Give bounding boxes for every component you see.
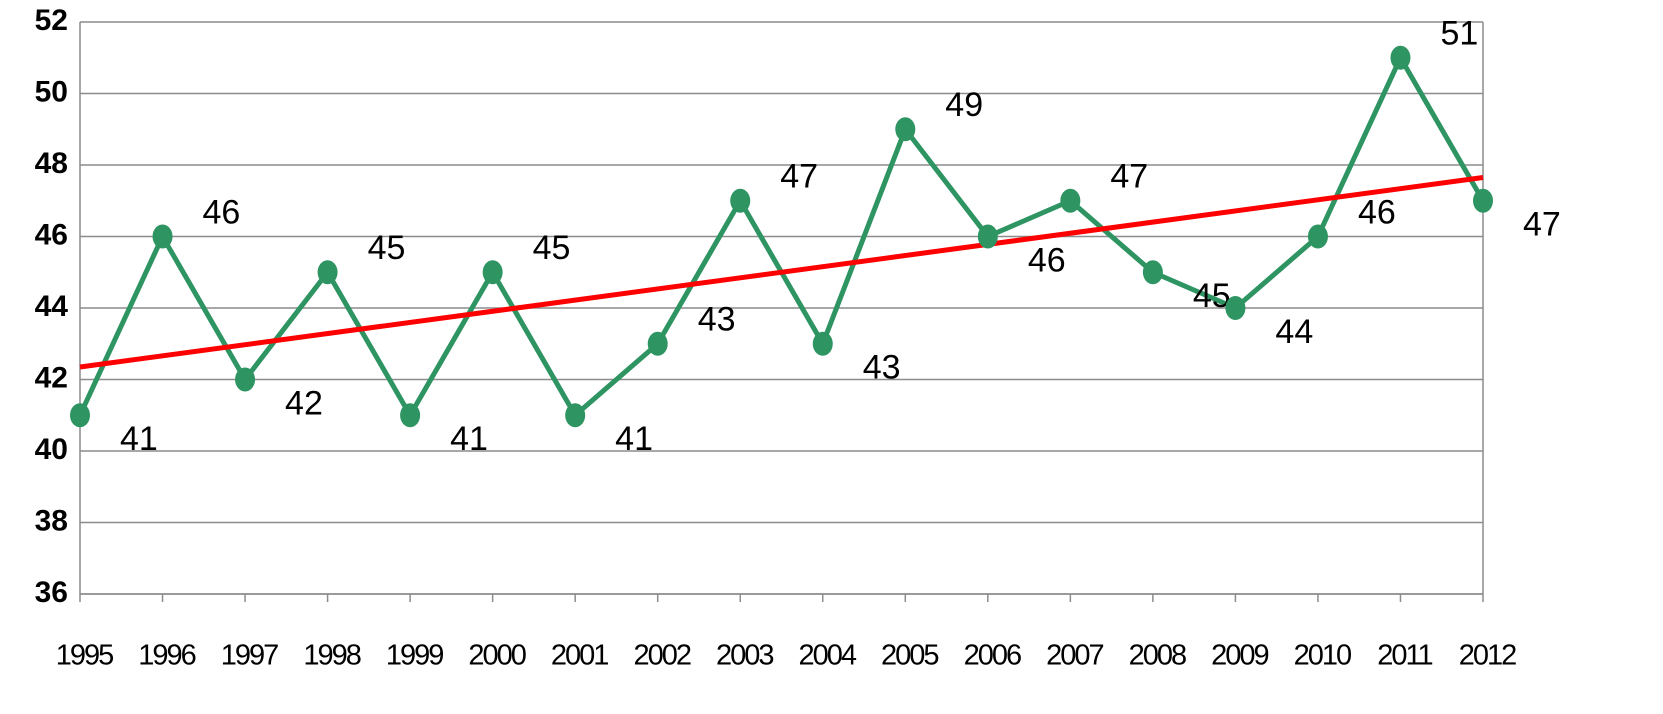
x-tick-label: 1997	[221, 640, 278, 672]
data-label: 46	[203, 193, 241, 231]
data-point	[482, 260, 503, 285]
data-label: 44	[1275, 313, 1313, 351]
y-tick-label: 48	[35, 147, 68, 180]
x-tick-label: 1996	[138, 640, 195, 672]
y-tick-label: 52	[35, 4, 68, 37]
data-label: 49	[945, 86, 983, 124]
trend-line	[79, 175, 1484, 370]
data-point	[1390, 45, 1411, 70]
data-label: 41	[450, 420, 488, 458]
x-tick-label: 1998	[303, 640, 360, 672]
data-point	[70, 403, 90, 428]
data-point	[565, 403, 586, 428]
data-point	[317, 260, 338, 285]
data-label: 43	[863, 349, 901, 387]
data-label: 41	[120, 420, 158, 458]
y-tick-label: 46	[35, 218, 68, 251]
x-tick-label: 2002	[633, 640, 690, 672]
data-point	[730, 188, 751, 213]
x-tick-label: 2012	[1459, 640, 1516, 672]
data-label: 41	[615, 420, 653, 458]
data-point	[1473, 188, 1493, 213]
data-label: 51	[1440, 15, 1478, 53]
data-point	[152, 224, 173, 249]
x-tick-label: 2010	[1294, 640, 1351, 672]
data-label: 43	[698, 301, 736, 339]
y-tick-label: 50	[35, 75, 68, 108]
data-point	[1307, 224, 1328, 249]
data-point	[647, 331, 668, 356]
data-point	[1142, 260, 1163, 285]
data-label: 46	[1358, 193, 1396, 231]
data-label: 45	[533, 229, 571, 267]
y-tick-label: 44	[35, 290, 69, 323]
x-tick-label: 2005	[881, 640, 938, 672]
data-point	[400, 403, 421, 428]
data-point	[1060, 188, 1081, 213]
x-tick-label: 1999	[386, 640, 443, 672]
x-tick-label: 2006	[964, 640, 1021, 672]
y-tick-label: 40	[35, 433, 68, 466]
x-tick-label: 2011	[1377, 640, 1432, 672]
data-point	[895, 117, 916, 142]
data-label: 47	[1110, 158, 1148, 196]
data-point	[1225, 296, 1246, 320]
y-tick-label: 36	[35, 576, 68, 609]
data-label: 47	[780, 158, 818, 196]
x-tick-label: 2000	[468, 640, 525, 672]
x-tick-label: 2004	[799, 640, 857, 672]
x-tick-label: 2008	[1129, 640, 1186, 672]
data-point	[235, 367, 256, 392]
data-label: 46	[1028, 241, 1066, 279]
data-label: 45	[368, 229, 406, 267]
data-point	[812, 331, 833, 356]
y-tick-label: 38	[35, 504, 68, 537]
data-label: 47	[1523, 206, 1561, 244]
data-point	[977, 224, 998, 249]
x-tick-label: 2009	[1211, 640, 1268, 672]
x-tick-label: 1995	[56, 640, 113, 672]
data-label: 42	[285, 384, 323, 422]
x-tick-label: 2001	[551, 640, 608, 672]
x-tick-label: 2003	[716, 640, 773, 672]
x-tick-label: 2007	[1046, 640, 1103, 672]
y-tick-label: 42	[35, 361, 68, 394]
data-label: 45	[1193, 277, 1231, 315]
